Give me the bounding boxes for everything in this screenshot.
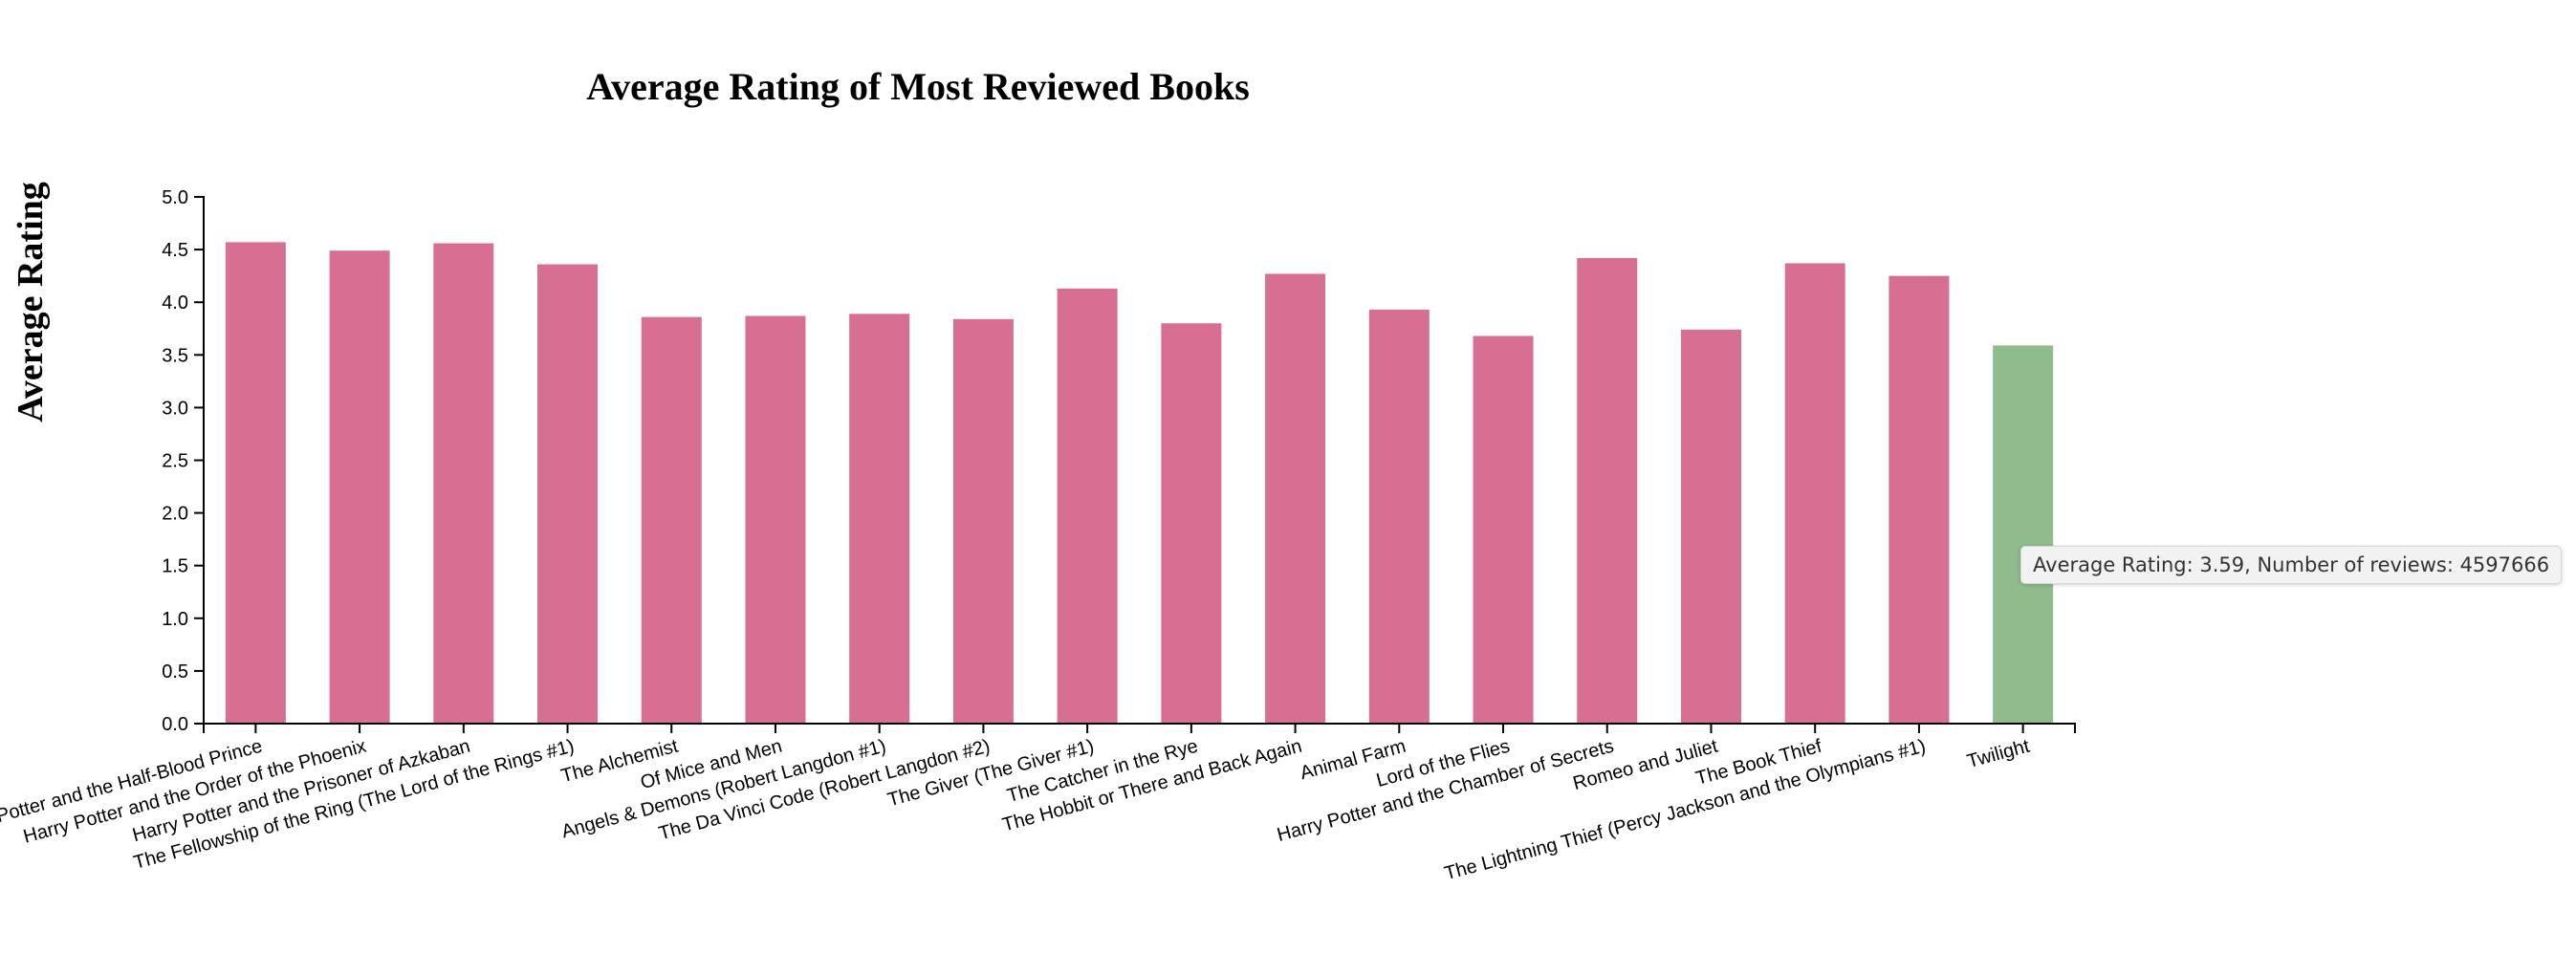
y-tick-label: 4.0	[162, 292, 188, 314]
chart-title: Average Rating of Most Reviewed Books	[586, 65, 1250, 108]
bar-4[interactable]	[537, 264, 599, 724]
y-tick-label: 3.5	[162, 345, 188, 366]
y-tick-label: 4.5	[162, 240, 188, 261]
y-axis: 0.0 0.5 1.0 1.5 2.0 2.5 3.0 3.5 4.0 4.5 5.0	[162, 187, 205, 735]
x-axis-line	[203, 723, 2076, 733]
y-axis-label: Average Rating	[11, 182, 51, 422]
bar-7[interactable]	[849, 314, 910, 724]
bars-group	[225, 242, 2054, 725]
bar-6[interactable]	[745, 315, 806, 724]
bar-3[interactable]	[433, 243, 494, 724]
bar-2[interactable]	[329, 250, 390, 724]
y-tick-label: 2.0	[162, 504, 188, 525]
bar-10[interactable]	[1161, 323, 1222, 724]
y-tick-label: 5.0	[162, 187, 188, 208]
bar-12[interactable]	[1368, 309, 1430, 724]
bar-15[interactable]	[1680, 329, 1741, 724]
y-tick-label: 0.5	[162, 661, 188, 682]
y-tick-label: 2.5	[162, 451, 188, 472]
bar-16[interactable]	[1784, 263, 1845, 724]
bar-18[interactable]	[1993, 345, 2054, 724]
bar-8[interactable]	[952, 318, 1014, 724]
y-tick-label: 1.0	[162, 609, 188, 630]
bar-1[interactable]	[225, 242, 286, 725]
bar-tooltip: Average Rating: 3.59, Number of reviews:…	[2020, 546, 2563, 584]
bar-14[interactable]	[1577, 257, 1638, 724]
bar-17[interactable]	[1888, 275, 1950, 724]
y-tick-label: 1.5	[162, 556, 188, 577]
y-tick-label: 0.0	[162, 714, 188, 735]
bar-11[interactable]	[1265, 273, 1326, 724]
bar-9[interactable]	[1057, 288, 1118, 724]
x-tick-label: Twilight	[1965, 735, 2033, 772]
bar-13[interactable]	[1473, 336, 1534, 724]
bar-5[interactable]	[641, 316, 702, 724]
y-tick-label: 3.0	[162, 398, 188, 419]
x-axis: Harry Potter and the Half-Blood PrinceHa…	[0, 723, 2076, 884]
